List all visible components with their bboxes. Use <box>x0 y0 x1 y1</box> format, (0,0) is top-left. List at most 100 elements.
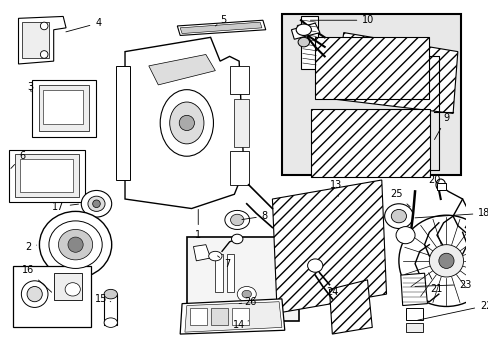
Ellipse shape <box>438 253 453 269</box>
Text: 8: 8 <box>242 211 267 221</box>
Polygon shape <box>180 299 284 334</box>
Text: 11: 11 <box>0 359 1 360</box>
Bar <box>32 80 96 137</box>
Ellipse shape <box>224 211 249 229</box>
Ellipse shape <box>384 204 412 229</box>
Bar <box>300 17 317 69</box>
Bar <box>234 99 248 147</box>
Ellipse shape <box>179 115 194 131</box>
Bar <box>20 159 73 192</box>
Bar <box>54 273 82 300</box>
Text: 12: 12 <box>0 359 1 360</box>
Bar <box>186 237 299 321</box>
Polygon shape <box>193 245 210 261</box>
Polygon shape <box>333 33 457 113</box>
Bar <box>226 254 234 292</box>
Text: 18: 18 <box>414 208 488 218</box>
Bar <box>405 323 422 332</box>
Text: 7: 7 <box>217 256 230 269</box>
Ellipse shape <box>81 190 111 217</box>
Bar <box>210 309 227 325</box>
Text: 4: 4 <box>66 18 101 32</box>
Ellipse shape <box>59 229 93 260</box>
Bar <box>229 66 248 94</box>
Ellipse shape <box>49 221 102 269</box>
Polygon shape <box>177 20 265 35</box>
Bar <box>43 90 83 124</box>
Text: 9: 9 <box>434 113 448 140</box>
Ellipse shape <box>435 179 445 190</box>
Ellipse shape <box>398 215 488 306</box>
Text: 1: 1 <box>195 210 201 240</box>
Bar <box>215 254 223 292</box>
Text: 15: 15 <box>95 294 110 304</box>
Polygon shape <box>329 280 371 334</box>
Ellipse shape <box>230 214 244 226</box>
Ellipse shape <box>104 318 117 327</box>
Ellipse shape <box>40 211 111 278</box>
Ellipse shape <box>298 37 309 47</box>
Ellipse shape <box>296 24 311 35</box>
Ellipse shape <box>428 245 463 277</box>
Text: 13: 13 <box>329 180 342 196</box>
Ellipse shape <box>467 259 476 269</box>
Text: 3: 3 <box>27 82 33 92</box>
Ellipse shape <box>68 237 83 252</box>
Ellipse shape <box>395 226 414 244</box>
Ellipse shape <box>231 234 243 244</box>
Bar <box>13 266 91 327</box>
Text: 19: 19 <box>0 359 1 360</box>
Text: 21: 21 <box>428 273 442 294</box>
Text: 14: 14 <box>232 320 248 329</box>
Ellipse shape <box>41 51 48 58</box>
Text: 23: 23 <box>414 280 471 289</box>
Bar <box>189 309 206 325</box>
Polygon shape <box>272 180 386 313</box>
Polygon shape <box>400 273 427 306</box>
Bar <box>22 22 49 58</box>
Polygon shape <box>148 54 215 85</box>
Ellipse shape <box>93 200 100 208</box>
Text: 22: 22 <box>417 301 488 320</box>
Ellipse shape <box>21 281 48 307</box>
Polygon shape <box>180 22 262 33</box>
Ellipse shape <box>65 283 80 296</box>
Text: 24: 24 <box>325 287 338 297</box>
Text: 16: 16 <box>22 265 52 292</box>
Text: 6: 6 <box>11 151 25 168</box>
Bar <box>104 294 117 325</box>
Bar <box>9 149 85 202</box>
Ellipse shape <box>41 22 48 30</box>
Ellipse shape <box>242 290 251 298</box>
Bar <box>311 109 429 177</box>
Bar <box>405 309 422 320</box>
Text: 26: 26 <box>239 297 256 307</box>
Polygon shape <box>19 17 66 64</box>
Bar <box>231 309 248 325</box>
Text: 2: 2 <box>25 242 37 252</box>
Polygon shape <box>184 302 282 332</box>
Ellipse shape <box>237 287 256 302</box>
Polygon shape <box>125 37 244 208</box>
Bar <box>115 66 129 180</box>
Bar <box>282 14 460 175</box>
Text: 17: 17 <box>52 202 79 212</box>
Ellipse shape <box>88 196 105 211</box>
Polygon shape <box>291 23 319 39</box>
Bar <box>229 152 248 185</box>
Text: 10: 10 <box>310 15 374 25</box>
Bar <box>436 183 446 190</box>
Bar <box>315 37 428 99</box>
Ellipse shape <box>208 251 222 261</box>
Ellipse shape <box>390 210 406 223</box>
Ellipse shape <box>160 90 213 156</box>
Ellipse shape <box>169 102 203 144</box>
Text: 5: 5 <box>215 15 225 26</box>
Ellipse shape <box>27 287 42 302</box>
Ellipse shape <box>104 289 117 299</box>
Bar <box>40 85 89 131</box>
Text: 20: 20 <box>427 175 439 185</box>
Bar <box>15 154 79 197</box>
Ellipse shape <box>307 259 322 272</box>
Text: 25: 25 <box>389 189 409 207</box>
